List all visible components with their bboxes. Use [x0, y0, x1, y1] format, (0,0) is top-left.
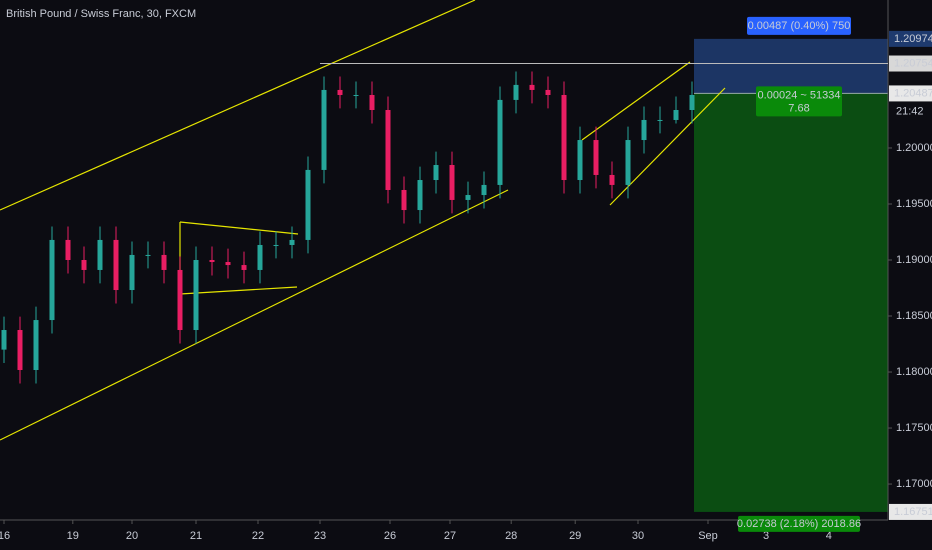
- trend-line: [609, 87, 726, 206]
- price-label-bg: [889, 85, 932, 102]
- target-label-bg: [738, 515, 860, 532]
- price-label-bg: [889, 30, 932, 47]
- candle-body: [145, 254, 151, 256]
- drawings: [0, 0, 726, 441]
- trend-line: [0, 0, 476, 211]
- entry-label-bg: [756, 86, 842, 117]
- candle-body: [673, 110, 679, 120]
- trend-line: [581, 61, 691, 141]
- candle-body: [593, 140, 599, 175]
- candle-body: [1, 330, 7, 350]
- candle-body: [481, 184, 487, 196]
- candle-body: [161, 254, 167, 270]
- y-tick-label: 1.19500: [896, 198, 932, 210]
- price-label-bg: [889, 55, 932, 72]
- entry-label: 7.68: [788, 102, 809, 114]
- candle-body: [433, 165, 439, 181]
- x-tick-label: 19: [67, 530, 79, 542]
- candle-body: [657, 119, 663, 121]
- candle-body: [641, 119, 647, 141]
- trend-line: [0, 189, 509, 441]
- candle-body: [177, 269, 183, 331]
- candle-body: [321, 89, 327, 170]
- y-tick-label: 1.17500: [896, 422, 932, 434]
- price-axis: [888, 0, 932, 550]
- candle-body: [225, 262, 231, 266]
- price-label: 1.20974: [894, 33, 932, 45]
- price-label: 1.16751: [894, 506, 932, 518]
- x-tick-label: 27: [444, 530, 456, 542]
- y-tick-label: 1.19000: [896, 254, 932, 266]
- candle-body: [273, 244, 279, 246]
- candle-body: [337, 89, 343, 95]
- candle-body: [97, 239, 103, 270]
- x-tick-label: 30: [632, 530, 644, 542]
- y-tick-label: 1.17000: [896, 478, 932, 490]
- candle-body: [497, 99, 503, 185]
- candle-body: [417, 180, 423, 211]
- target-zone: [694, 93, 888, 512]
- candle-body: [305, 169, 311, 240]
- candle-body: [577, 140, 583, 181]
- candle-body: [545, 89, 551, 95]
- candle-body: [193, 260, 199, 331]
- entry-label: 0.00024 ~ 51334: [758, 89, 841, 101]
- trend-line: [179, 221, 299, 235]
- candles: [1, 71, 695, 384]
- price-label-bg: [889, 503, 932, 520]
- candle-body: [289, 239, 295, 245]
- candle-body: [529, 84, 535, 90]
- candle-body: [81, 260, 87, 270]
- price-label: 1.20754: [894, 57, 932, 69]
- candle-body: [689, 94, 695, 111]
- position-tool: [694, 38, 888, 512]
- candle-body: [17, 330, 23, 371]
- x-tick-label: 20: [126, 530, 138, 542]
- candle-body: [353, 94, 359, 96]
- x-tick-label: 22: [252, 530, 264, 542]
- x-tick-label: 23: [314, 530, 326, 542]
- target-label: 0.02738 (2.18%) 2018.86: [737, 518, 861, 530]
- candle-body: [241, 265, 247, 270]
- x-tick-label: 4: [826, 530, 832, 542]
- candle-body: [609, 174, 615, 185]
- candle-body: [513, 84, 519, 100]
- y-tick-label: 1.18000: [896, 366, 932, 378]
- x-tick-label: 26: [384, 530, 396, 542]
- stop-label: 0.00487 (0.40%) 750: [748, 20, 851, 32]
- candle-body: [385, 110, 391, 190]
- candle-body: [49, 239, 55, 321]
- candle-body: [401, 189, 407, 211]
- candle-body: [65, 239, 71, 260]
- candle-body: [209, 260, 215, 263]
- x-tick-label: 21: [190, 530, 202, 542]
- chart-title: British Pound / Swiss Franc, 30, FXCM: [6, 8, 196, 20]
- x-tick-label: 28: [505, 530, 517, 542]
- candle-body: [129, 254, 135, 291]
- candle-body: [625, 140, 631, 185]
- candle-body: [33, 320, 39, 371]
- y-tick-label: 1.20000: [896, 142, 932, 154]
- candle-body: [465, 195, 471, 200]
- x-tick-label: 29: [569, 530, 581, 542]
- candle-body: [113, 239, 119, 291]
- candle-body: [449, 165, 455, 200]
- y-tick-label: 1.18500: [896, 310, 932, 322]
- candle-body: [369, 94, 375, 111]
- x-tick-label: 3: [763, 530, 769, 542]
- x-tick-label: Sep: [698, 530, 718, 542]
- stop-zone: [694, 38, 888, 94]
- x-tick-label: 16: [0, 530, 10, 542]
- candle-body: [561, 94, 567, 181]
- price-label: 1.20487: [894, 87, 932, 99]
- candle-body: [257, 244, 263, 270]
- countdown: 21:42: [896, 105, 924, 117]
- stop-label-bg: [747, 16, 851, 35]
- trend-line: [179, 286, 298, 295]
